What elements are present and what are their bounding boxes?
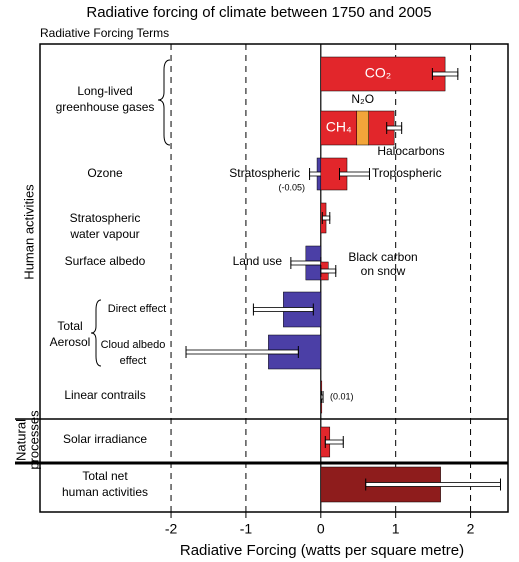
- category-label: Aerosol: [50, 335, 91, 349]
- error-bar: [339, 168, 370, 180]
- bar: [320, 56, 446, 92]
- category-label: Direct effect: [108, 303, 167, 315]
- category-label: Linear contrails: [64, 388, 145, 402]
- error-bar-body: [339, 171, 370, 177]
- error-bar-body: [290, 260, 322, 266]
- error-bar: [320, 265, 337, 277]
- error-bar-body: [324, 439, 344, 445]
- error-bar: [320, 391, 324, 403]
- error-bar-body: [320, 268, 337, 274]
- error-bar-body: [321, 215, 331, 221]
- bar-name: CO₂: [365, 65, 391, 81]
- error-bar-body: [253, 307, 314, 312]
- bar-name: CH₄: [326, 119, 352, 135]
- category-label: Surface albedo: [65, 254, 146, 268]
- x-tick-label: -2: [165, 521, 178, 537]
- bar-name: N₂O: [351, 92, 374, 106]
- value-label: (0.01): [330, 391, 354, 401]
- plot-frame: [39, 43, 509, 513]
- bar-name: Black carbon: [348, 250, 417, 264]
- x-tick-label: -1: [240, 521, 253, 537]
- x-tick-label: 0: [317, 521, 325, 537]
- error-bar-body: [431, 71, 459, 77]
- error-bar: [321, 212, 331, 224]
- bar-name: Halocarbons: [377, 144, 444, 158]
- group-label: Human activities: [21, 184, 36, 280]
- error-bar: [185, 346, 299, 358]
- category-label: Ozone: [87, 166, 123, 180]
- group-label: Natural: [13, 419, 28, 461]
- category-label: water vapour: [69, 227, 139, 241]
- category-label: Cloud albedo: [101, 339, 166, 351]
- error-bar: [252, 303, 314, 316]
- bar-name: Land use: [233, 254, 283, 268]
- error-bar-body: [185, 349, 299, 355]
- error-bar: [365, 478, 502, 491]
- bar-name: Stratospheric: [229, 166, 300, 180]
- group-label: processes: [26, 410, 41, 470]
- category-label: Total net: [82, 469, 128, 483]
- chart-subtitle: Radiative Forcing Terms: [40, 26, 169, 40]
- category-label: Solar irradiance: [63, 432, 147, 446]
- brace: [90, 299, 102, 367]
- error-bar: [324, 436, 344, 448]
- x-tick-label: 1: [392, 521, 400, 537]
- bar: [356, 110, 369, 146]
- x-axis-label: Radiative Forcing (watts per square metr…: [180, 542, 464, 559]
- category-label: human activities: [62, 485, 148, 499]
- error-bar: [431, 68, 459, 80]
- category-label: Long-lived: [77, 84, 132, 98]
- error-bar: [386, 122, 403, 134]
- category-label: effect: [120, 355, 147, 367]
- chart-title: Radiative forcing of climate between 175…: [86, 4, 431, 21]
- category-label: Total: [57, 319, 82, 333]
- error-bar-body: [365, 482, 501, 487]
- category-label: Stratospheric: [70, 211, 141, 225]
- value-label: (-0.05): [278, 182, 305, 192]
- error-bar-body: [386, 125, 403, 131]
- bar-name: on snow: [361, 264, 406, 278]
- category-label: greenhouse gases: [56, 100, 155, 114]
- x-tick-label: 2: [467, 521, 475, 537]
- brace: [157, 59, 171, 146]
- bar-name: Tropospheric: [372, 166, 442, 180]
- bar: [320, 110, 357, 146]
